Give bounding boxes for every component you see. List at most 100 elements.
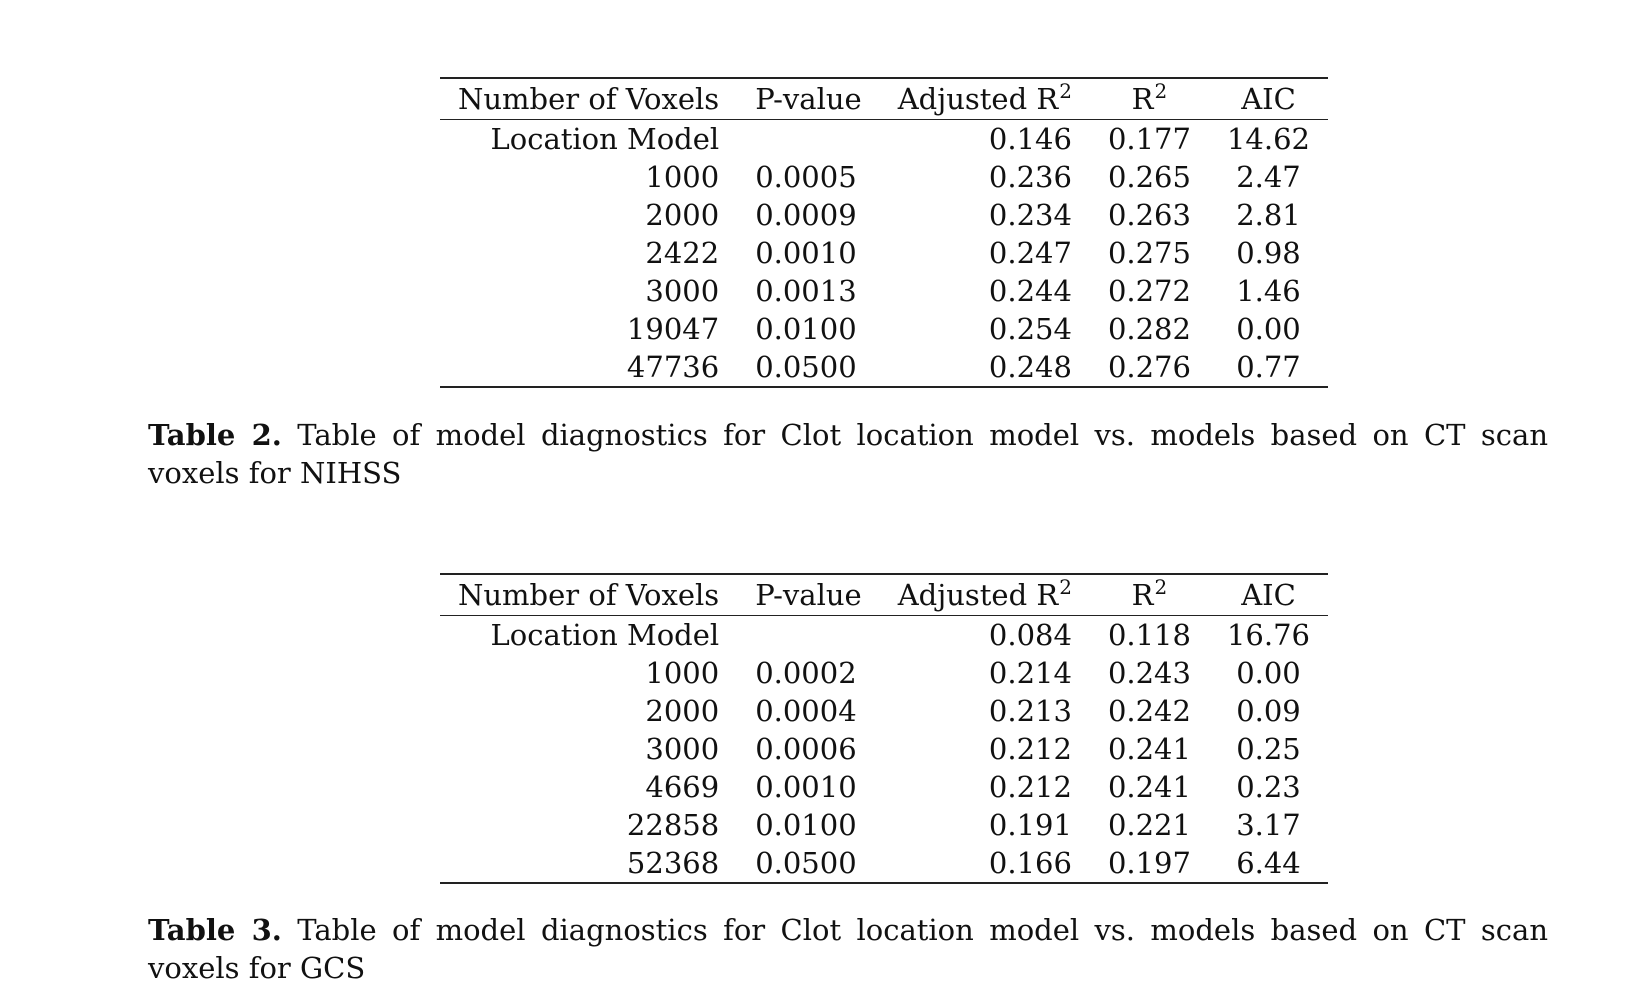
cell-aic: 1.46 bbox=[1236, 274, 1301, 308]
cell-r2: 0.221 bbox=[1107, 808, 1191, 842]
diagnostics-table: Number of Voxels P-value Adjusted R2 R2 … bbox=[440, 573, 1328, 884]
table-row: Location Model 0.146 0.177 14.62 bbox=[440, 120, 1328, 159]
cell-aic: 2.81 bbox=[1236, 198, 1301, 232]
cell-voxels: 22858 bbox=[626, 808, 720, 842]
cell-aic: 3.17 bbox=[1236, 808, 1301, 842]
cell-r2: 0.118 bbox=[1107, 618, 1191, 652]
cell-r2: 0.265 bbox=[1107, 160, 1191, 194]
cell-pvalue: 0.0002 bbox=[755, 656, 857, 690]
table-header-row: Number of Voxels P-value Adjusted R2 R2 … bbox=[440, 78, 1328, 120]
header-adjusted-r2-label: Adjusted R bbox=[897, 82, 1059, 116]
header-aic: AIC bbox=[1241, 578, 1296, 612]
cell-r2: 0.282 bbox=[1107, 312, 1191, 346]
header-voxels: Number of Voxels bbox=[458, 578, 720, 612]
table-row: 1000 0.0002 0.214 0.243 0.00 bbox=[440, 654, 1328, 692]
table-row: 1000 0.0005 0.236 0.265 2.47 bbox=[440, 158, 1328, 196]
table-row: 52368 0.0500 0.166 0.197 6.44 bbox=[440, 844, 1328, 883]
caption-label: Table 2. bbox=[148, 418, 282, 452]
cell-aic: 14.62 bbox=[1226, 122, 1310, 156]
cell-r2: 0.241 bbox=[1107, 770, 1191, 804]
cell-r2: 0.272 bbox=[1107, 274, 1191, 308]
cell-aic: 0.23 bbox=[1236, 770, 1301, 804]
cell-adjusted-r2: 0.212 bbox=[988, 770, 1072, 804]
cell-aic: 0.77 bbox=[1236, 350, 1301, 384]
cell-voxels: Location Model bbox=[490, 122, 720, 156]
cell-voxels: 1000 bbox=[645, 160, 720, 194]
header-pvalue: P-value bbox=[755, 82, 862, 116]
cell-voxels: 2000 bbox=[645, 198, 720, 232]
table-row: 47736 0.0500 0.248 0.276 0.77 bbox=[440, 348, 1328, 387]
table-row: 3000 0.0006 0.212 0.241 0.25 bbox=[440, 730, 1328, 768]
cell-r2: 0.177 bbox=[1107, 122, 1191, 156]
cell-adjusted-r2: 0.247 bbox=[988, 236, 1072, 270]
superscript-2: 2 bbox=[1059, 79, 1072, 104]
cell-pvalue: 0.0010 bbox=[755, 236, 857, 270]
cell-pvalue bbox=[737, 120, 880, 159]
cell-pvalue: 0.0010 bbox=[755, 770, 857, 804]
cell-adjusted-r2: 0.244 bbox=[988, 274, 1072, 308]
cell-r2: 0.242 bbox=[1107, 694, 1191, 728]
cell-voxels: 2422 bbox=[645, 236, 720, 270]
cell-adjusted-r2: 0.212 bbox=[988, 732, 1072, 766]
cell-pvalue: 0.0013 bbox=[755, 274, 857, 308]
cell-adjusted-r2: 0.254 bbox=[988, 312, 1072, 346]
caption-text: Table of model diagnostics for Clot loca… bbox=[148, 418, 1548, 490]
cell-aic: 0.00 bbox=[1236, 312, 1301, 346]
header-r2: R2 bbox=[1090, 78, 1209, 120]
table-3: Number of Voxels P-value Adjusted R2 R2 … bbox=[440, 573, 1328, 884]
table-3-caption: Table 3. Table of model diagnostics for … bbox=[148, 911, 1548, 987]
cell-adjusted-r2: 0.166 bbox=[988, 846, 1072, 880]
caption-text: Table of model diagnostics for Clot loca… bbox=[148, 913, 1548, 985]
table-row: 2422 0.0010 0.247 0.275 0.98 bbox=[440, 234, 1328, 272]
cell-voxels: 52368 bbox=[626, 846, 720, 880]
superscript-2: 2 bbox=[1154, 575, 1168, 600]
cell-aic: 2.47 bbox=[1236, 160, 1301, 194]
cell-aic: 0.25 bbox=[1236, 732, 1301, 766]
header-adjusted-r2: Adjusted R2 bbox=[880, 574, 1090, 616]
cell-r2: 0.276 bbox=[1107, 350, 1191, 384]
cell-voxels: 2000 bbox=[645, 694, 720, 728]
cell-voxels: 47736 bbox=[626, 350, 720, 384]
cell-voxels: Location Model bbox=[490, 618, 720, 652]
table-header-row: Number of Voxels P-value Adjusted R2 R2 … bbox=[440, 574, 1328, 616]
header-aic: AIC bbox=[1241, 82, 1296, 116]
cell-aic: 0.98 bbox=[1236, 236, 1301, 270]
diagnostics-table: Number of Voxels P-value Adjusted R2 R2 … bbox=[440, 77, 1328, 388]
cell-pvalue: 0.0100 bbox=[755, 312, 857, 346]
table-row: 3000 0.0013 0.244 0.272 1.46 bbox=[440, 272, 1328, 310]
superscript-2: 2 bbox=[1059, 575, 1072, 600]
cell-voxels: 19047 bbox=[626, 312, 720, 346]
table-row: 2000 0.0009 0.234 0.263 2.81 bbox=[440, 196, 1328, 234]
cell-pvalue bbox=[737, 616, 880, 655]
cell-aic: 0.09 bbox=[1236, 694, 1301, 728]
cell-adjusted-r2: 0.213 bbox=[988, 694, 1072, 728]
cell-r2: 0.197 bbox=[1107, 846, 1191, 880]
table-row: 22858 0.0100 0.191 0.221 3.17 bbox=[440, 806, 1328, 844]
cell-adjusted-r2: 0.236 bbox=[988, 160, 1072, 194]
superscript-2: 2 bbox=[1154, 79, 1168, 104]
cell-pvalue: 0.0004 bbox=[755, 694, 857, 728]
table-2: Number of Voxels P-value Adjusted R2 R2 … bbox=[440, 77, 1328, 388]
table-row: Location Model 0.084 0.118 16.76 bbox=[440, 616, 1328, 655]
table-row: 19047 0.0100 0.254 0.282 0.00 bbox=[440, 310, 1328, 348]
cell-pvalue: 0.0500 bbox=[755, 846, 857, 880]
cell-r2: 0.241 bbox=[1107, 732, 1191, 766]
cell-r2: 0.263 bbox=[1107, 198, 1191, 232]
cell-aic: 6.44 bbox=[1236, 846, 1301, 880]
caption-label: Table 3. bbox=[148, 913, 282, 947]
cell-adjusted-r2: 0.234 bbox=[988, 198, 1072, 232]
cell-adjusted-r2: 0.084 bbox=[988, 618, 1072, 652]
cell-aic: 16.76 bbox=[1226, 618, 1310, 652]
cell-voxels: 3000 bbox=[645, 274, 720, 308]
cell-adjusted-r2: 0.214 bbox=[988, 656, 1072, 690]
cell-pvalue: 0.0006 bbox=[755, 732, 857, 766]
header-adjusted-r2-label: Adjusted R bbox=[897, 578, 1059, 612]
header-pvalue: P-value bbox=[755, 578, 862, 612]
header-r2: R2 bbox=[1090, 574, 1209, 616]
header-r2-label: R bbox=[1131, 578, 1154, 612]
cell-voxels: 4669 bbox=[645, 770, 720, 804]
cell-pvalue: 0.0500 bbox=[755, 350, 857, 384]
cell-voxels: 1000 bbox=[645, 656, 720, 690]
cell-r2: 0.243 bbox=[1107, 656, 1191, 690]
header-voxels: Number of Voxels bbox=[458, 82, 720, 116]
